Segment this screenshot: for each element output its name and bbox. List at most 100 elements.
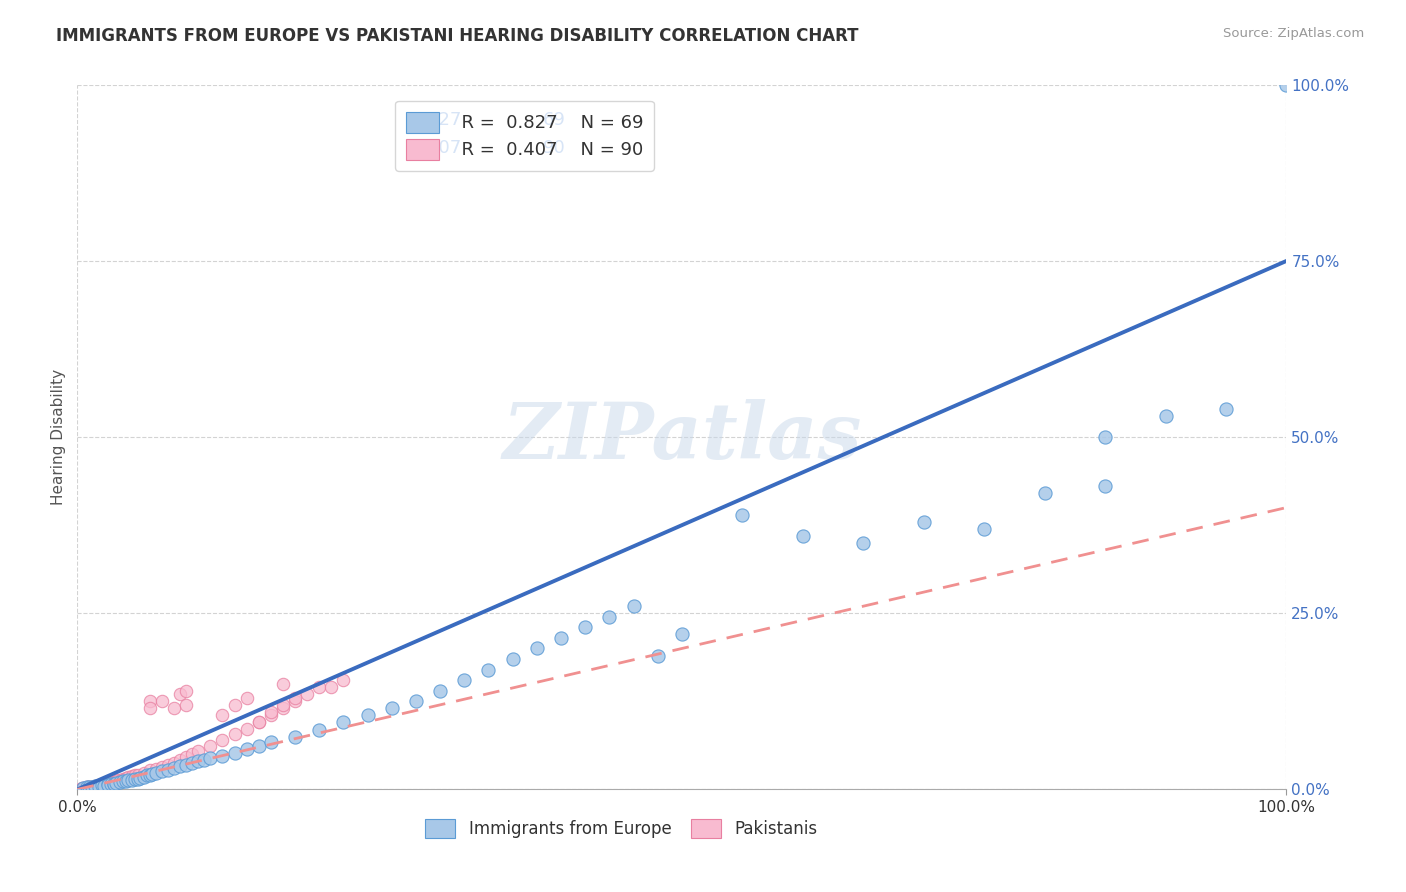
Point — [647, 648, 669, 663]
Text: 90: 90 — [543, 139, 565, 157]
Point — [96, 777, 118, 791]
Y-axis label: Hearing Disability: Hearing Disability — [51, 369, 66, 505]
Point — [82, 780, 104, 794]
Point — [76, 780, 98, 795]
Point — [163, 701, 186, 715]
Point — [271, 676, 294, 690]
Point — [77, 780, 100, 794]
Point — [70, 781, 93, 796]
Point — [79, 780, 101, 795]
Point — [169, 759, 191, 773]
Point — [150, 694, 173, 708]
Point — [671, 627, 693, 641]
Point — [93, 779, 115, 793]
Point — [235, 741, 257, 756]
Point — [1033, 486, 1056, 500]
Point — [103, 777, 125, 791]
Point — [141, 767, 163, 781]
Point — [381, 701, 404, 715]
Point — [93, 777, 115, 791]
Point — [308, 723, 330, 737]
Point — [94, 777, 117, 791]
Point — [150, 764, 173, 778]
Point — [73, 781, 96, 796]
Point — [187, 744, 209, 758]
Point — [792, 529, 814, 543]
Point — [136, 768, 159, 782]
Point — [97, 776, 120, 790]
Point — [114, 771, 136, 785]
Point — [308, 680, 330, 694]
Legend: Immigrants from Europe, Pakistanis: Immigrants from Europe, Pakistanis — [415, 809, 828, 848]
Point — [77, 780, 100, 795]
Point — [86, 779, 108, 793]
Text: IMMIGRANTS FROM EUROPE VS PAKISTANI HEARING DISABILITY CORRELATION CHART: IMMIGRANTS FROM EUROPE VS PAKISTANI HEAR… — [56, 27, 859, 45]
Point — [405, 694, 427, 708]
Point — [550, 631, 572, 645]
Point — [96, 778, 118, 792]
Point — [83, 780, 105, 795]
Point — [86, 780, 108, 794]
Point — [260, 734, 283, 748]
Point — [139, 768, 162, 782]
Point — [1094, 479, 1116, 493]
Point — [973, 522, 995, 536]
Point — [224, 727, 246, 741]
Point — [91, 778, 114, 792]
Point — [169, 753, 191, 767]
Point — [247, 715, 270, 730]
Point — [117, 771, 139, 785]
Point — [157, 763, 180, 777]
Point — [114, 774, 136, 789]
Point — [139, 701, 162, 715]
Point — [69, 781, 91, 796]
Point — [121, 772, 143, 787]
Point — [247, 739, 270, 753]
Point — [103, 774, 125, 789]
Point — [163, 761, 186, 775]
Point — [1154, 409, 1177, 423]
Point — [72, 780, 94, 795]
Point — [80, 780, 103, 795]
Point — [139, 764, 162, 778]
Point — [100, 777, 122, 791]
Point — [87, 780, 110, 794]
Point — [124, 768, 146, 782]
Point — [1215, 401, 1237, 416]
Point — [332, 673, 354, 688]
Point — [211, 708, 233, 723]
Point — [75, 780, 97, 795]
Point — [295, 687, 318, 701]
Point — [127, 767, 149, 781]
Text: ZIPatlas: ZIPatlas — [502, 399, 862, 475]
Point — [103, 777, 125, 791]
Point — [112, 774, 135, 789]
Point — [84, 779, 107, 793]
Point — [107, 773, 129, 788]
Point — [76, 780, 98, 795]
Point — [1275, 78, 1298, 92]
Point — [193, 753, 215, 767]
Point — [181, 747, 204, 762]
Point — [145, 765, 167, 780]
Point — [224, 746, 246, 760]
Point — [150, 760, 173, 774]
Point — [1094, 430, 1116, 444]
Point — [89, 779, 111, 793]
Point — [145, 762, 167, 776]
Point — [574, 620, 596, 634]
Point — [174, 750, 197, 764]
Point — [124, 772, 146, 786]
Point — [157, 757, 180, 772]
Point — [96, 777, 118, 791]
Point — [321, 680, 343, 694]
Point — [623, 599, 645, 614]
Point — [89, 778, 111, 792]
Point — [79, 780, 101, 794]
Point — [90, 779, 112, 793]
Point — [235, 690, 257, 705]
Point — [112, 772, 135, 786]
Point — [200, 739, 222, 753]
Point — [174, 683, 197, 698]
Point — [912, 515, 935, 529]
